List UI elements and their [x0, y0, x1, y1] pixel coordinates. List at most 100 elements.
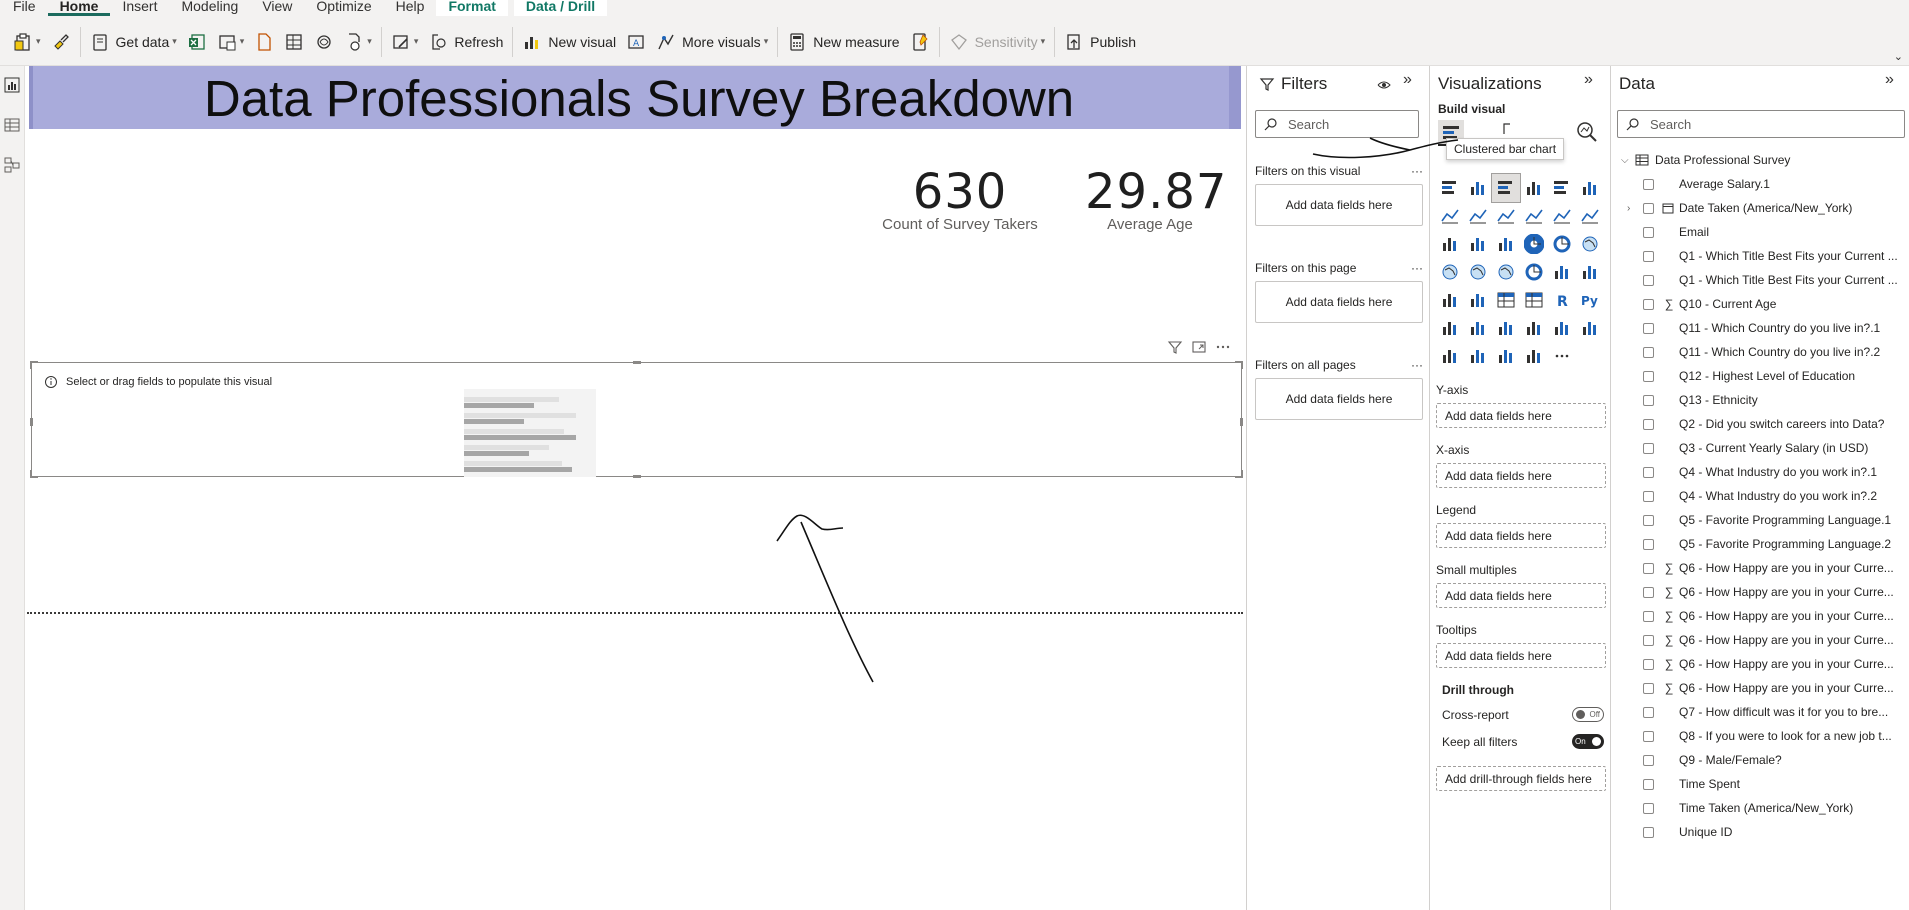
field-item[interactable]: Unique ID [1621, 820, 1907, 844]
waterfall-icon[interactable] [1436, 230, 1464, 258]
more-icon[interactable] [1548, 342, 1576, 370]
python-script-icon[interactable]: Py [1576, 286, 1604, 314]
resize-corner[interactable] [1235, 470, 1243, 478]
model-view-icon[interactable] [3, 156, 21, 174]
field-checkbox[interactable] [1643, 610, 1654, 622]
field-checkbox[interactable] [1643, 466, 1654, 478]
collapse-filters-icon[interactable]: » [1403, 71, 1412, 88]
well-drop-zone[interactable]: Add data fields here [1436, 403, 1606, 428]
keep-filters-toggle[interactable]: On [1572, 734, 1604, 749]
filled-map-icon[interactable] [1464, 258, 1492, 286]
field-item[interactable]: Q12 - Highest Level of Education [1621, 364, 1907, 388]
well-drop-zone[interactable]: Add data fields here [1436, 583, 1606, 608]
get-data-button[interactable]: Get data ▾ [85, 27, 182, 57]
field-checkbox[interactable] [1643, 754, 1654, 766]
field-item[interactable]: Time Spent [1621, 772, 1907, 796]
pie-icon[interactable] [1520, 230, 1548, 258]
sensitivity-button[interactable]: Sensitivity ▾ [944, 27, 1051, 57]
field-checkbox[interactable] [1643, 730, 1654, 742]
field-checkbox[interactable] [1643, 346, 1654, 358]
r-script-icon[interactable]: R [1548, 286, 1576, 314]
analytics-icon[interactable] [1575, 120, 1599, 144]
transform-data-button[interactable]: ▾ [386, 27, 424, 57]
clustered-bar-icon[interactable] [1491, 173, 1521, 203]
field-item[interactable]: Q2 - Did you switch careers into Data? [1621, 412, 1907, 436]
resize-corner[interactable] [1235, 361, 1243, 369]
stacked-bar-icon[interactable] [1436, 174, 1464, 202]
field-checkbox[interactable] [1643, 274, 1654, 286]
field-checkbox[interactable] [1643, 490, 1654, 502]
field-checkbox[interactable] [1643, 562, 1654, 574]
stacked-column-icon[interactable] [1464, 174, 1492, 202]
text-box-button[interactable]: A [621, 27, 651, 57]
chevrons-icon[interactable] [1520, 342, 1548, 370]
100-stacked-column-icon[interactable] [1576, 174, 1604, 202]
sql-server-button[interactable] [249, 27, 279, 57]
menu-tab-insert[interactable]: Insert [122, 0, 158, 14]
donut-icon[interactable] [1548, 230, 1576, 258]
resize-handle[interactable] [1240, 418, 1243, 426]
quick-measure-button[interactable] [905, 27, 935, 57]
well-drop-zone[interactable]: Add data fields here [1436, 463, 1606, 488]
resize-handle[interactable] [30, 418, 33, 426]
excel-button[interactable] [182, 27, 212, 57]
card-icon[interactable] [1548, 258, 1576, 286]
filter-icon[interactable] [1167, 339, 1183, 355]
key-influencers-icon[interactable] [1436, 314, 1464, 342]
field-checkbox[interactable] [1643, 586, 1654, 598]
kpi-icon[interactable] [1436, 286, 1464, 314]
field-item[interactable]: Q13 - Ethnicity [1621, 388, 1907, 412]
report-view-icon[interactable] [3, 76, 21, 94]
scatter-icon[interactable] [1492, 230, 1520, 258]
field-checkbox[interactable] [1643, 298, 1654, 310]
field-item[interactable]: ∑ Q6 - How Happy are you in your Curre... [1621, 556, 1907, 580]
field-item[interactable]: ∑ Q10 - Current Age [1621, 292, 1907, 316]
field-checkbox[interactable] [1643, 226, 1654, 238]
field-checkbox[interactable] [1643, 658, 1654, 670]
menu-tab-help[interactable]: Help [395, 0, 425, 14]
field-item[interactable]: Q3 - Current Yearly Salary (in USD) [1621, 436, 1907, 460]
new-measure-button[interactable]: New measure [782, 27, 904, 57]
field-item[interactable]: Q11 - Which Country do you live in?.1 [1621, 316, 1907, 340]
well-drop-zone[interactable]: Add drill-through fields here [1436, 766, 1606, 791]
goals-icon[interactable] [1548, 314, 1576, 342]
title-banner[interactable] [29, 66, 1241, 129]
field-checkbox[interactable] [1643, 322, 1654, 334]
empty-bar-chart-visual[interactable]: Select or drag fields to populate this v… [30, 361, 1243, 478]
funnel-icon[interactable] [1464, 230, 1492, 258]
collapse-data-icon[interactable]: » [1885, 71, 1894, 88]
format-painter-button[interactable] [46, 27, 76, 57]
filter-drop-zone[interactable]: Add data fields here [1255, 281, 1423, 323]
field-item[interactable]: Q5 - Favorite Programming Language.1 [1621, 508, 1907, 532]
slicer-icon[interactable] [1464, 286, 1492, 314]
treemap-icon[interactable] [1576, 230, 1604, 258]
field-item[interactable]: Email [1621, 220, 1907, 244]
field-item[interactable]: Q4 - What Industry do you work in?.2 [1621, 484, 1907, 508]
table-view-icon[interactable] [3, 116, 21, 134]
filter-drop-zone[interactable]: Add data fields here [1255, 184, 1423, 226]
field-checkbox[interactable] [1643, 538, 1654, 550]
menu-tab-view[interactable]: View [262, 0, 293, 14]
narrative-icon[interactable] [1520, 314, 1548, 342]
paste-button[interactable]: ▾ [8, 27, 46, 57]
field-checkbox[interactable] [1643, 250, 1654, 262]
chevron-right-icon[interactable]: › [1627, 202, 1631, 214]
menu-tab-format[interactable]: Format [436, 0, 508, 16]
azure-map-icon[interactable] [1492, 258, 1520, 286]
recent-sources-button[interactable]: ▾ [339, 27, 377, 57]
card-survey-takers[interactable]: 630 Count of Survey Takers [880, 164, 1040, 233]
ribbon-collapse-icon[interactable]: ⌄ [1893, 51, 1903, 63]
more-options-icon[interactable]: ··· [1411, 261, 1423, 275]
field-checkbox[interactable] [1643, 826, 1654, 838]
field-checkbox[interactable] [1643, 634, 1654, 646]
new-visual-button[interactable]: New visual [517, 27, 621, 57]
well-drop-zone[interactable]: Add data fields here [1436, 643, 1606, 668]
resize-corner[interactable] [30, 470, 38, 478]
cross-report-toggle[interactable]: Off [1572, 707, 1604, 722]
field-checkbox[interactable] [1643, 514, 1654, 526]
qa-icon[interactable] [1492, 314, 1520, 342]
enter-data-button[interactable] [279, 27, 309, 57]
field-item[interactable]: Q1 - Which Title Best Fits your Current … [1621, 244, 1907, 268]
power-apps-icon[interactable] [1436, 342, 1464, 370]
paginated-report-icon[interactable] [1576, 314, 1604, 342]
